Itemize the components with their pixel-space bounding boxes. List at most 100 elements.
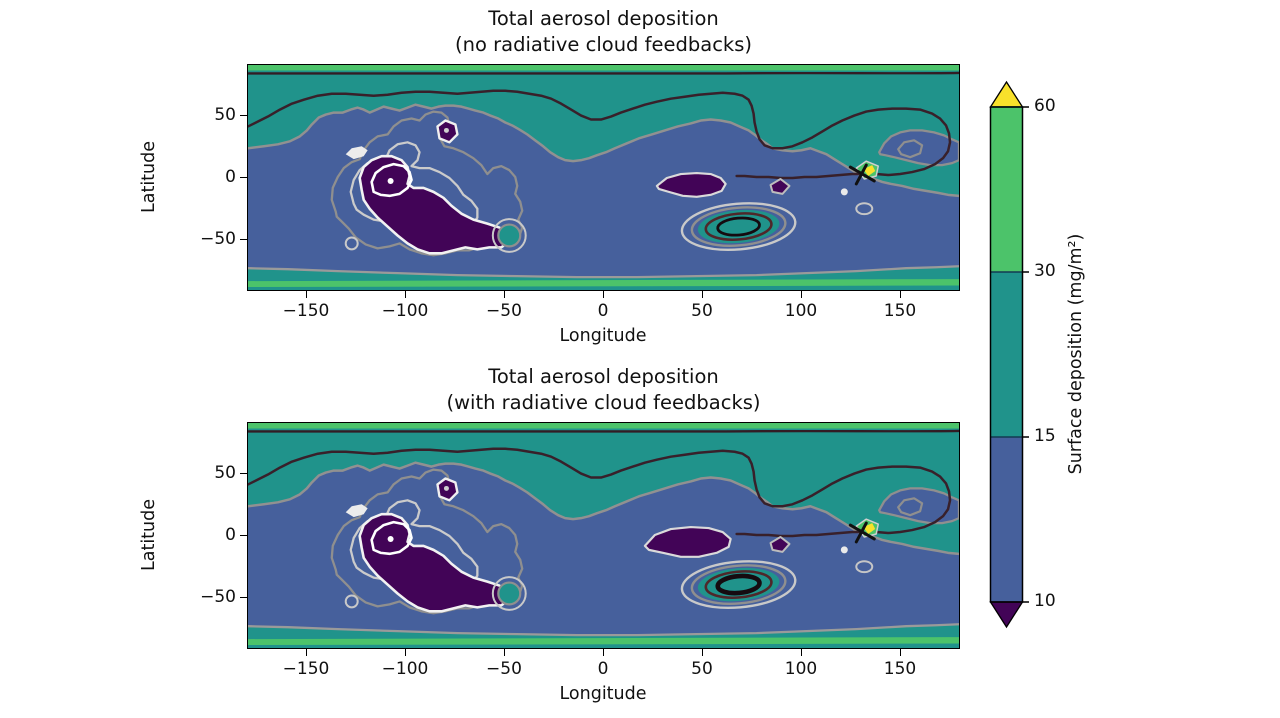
x-tick (602, 291, 605, 298)
colorbar-tick-label: 10 (1034, 591, 1056, 611)
x-tick (899, 291, 902, 298)
colorbar-seg-30-60 (990, 107, 1023, 272)
contour-ring (344, 236, 359, 251)
eruption-marker-icon (848, 163, 876, 186)
x-tick-label: −100 (381, 301, 429, 321)
fill-under-10-streak (643, 525, 732, 558)
x-tick (305, 649, 308, 656)
y-tick-label: 0 (225, 167, 236, 187)
fill-under-10-spot (769, 535, 791, 553)
x-tick (800, 649, 803, 656)
colorbar-tick-label: 60 (1034, 96, 1056, 116)
contour-15-line-south (248, 623, 959, 637)
contour-white-streak (345, 504, 368, 518)
contour-15-line-south (248, 265, 959, 279)
contour-map-canvas (248, 65, 959, 290)
blue-pocket-northeast (878, 129, 959, 167)
contour-minimum-dot (443, 485, 449, 491)
contour-ring (855, 560, 874, 574)
ringed-maximum (680, 560, 797, 609)
contour-ring (897, 139, 924, 159)
contour-map-canvas (248, 423, 959, 648)
contour-map-with-feedbacks (247, 422, 960, 649)
x-tick (800, 291, 803, 298)
y-tick-label: 0 (225, 525, 236, 545)
x-tick-label: 150 (883, 659, 917, 679)
x-tick-label: 0 (597, 659, 609, 679)
contour-minimum-dot (387, 177, 394, 184)
colorbar-seg-15-30 (990, 272, 1023, 437)
x-tick-label: 0 (597, 301, 609, 321)
subplot-a-title: Total aerosol deposition (no radiative c… (247, 6, 960, 58)
x-tick (602, 649, 605, 656)
subplot-b-title: Total aerosol deposition (with radiative… (247, 364, 960, 416)
colorbar-under-arrow (989, 601, 1024, 629)
y-axis-label-b: Latitude (139, 498, 159, 572)
contour-white-streak (345, 146, 368, 160)
y-tick (240, 176, 247, 179)
contour-30-line-north (248, 71, 959, 75)
y-tick (240, 238, 247, 241)
injection-site (848, 160, 879, 186)
subplot-a-title-line1: Total aerosol deposition (488, 7, 719, 30)
contour-ring (370, 162, 413, 198)
y-tick (240, 534, 247, 537)
x-tick (305, 291, 308, 298)
contour-dot (840, 188, 848, 196)
contour-15-line (248, 461, 959, 556)
x-tick-label: 50 (691, 659, 713, 679)
x-tick (701, 649, 704, 656)
teal-spot (491, 218, 527, 253)
injection-site (848, 518, 879, 544)
contour-ring (855, 202, 874, 216)
colorbar-over-arrow (989, 80, 1024, 108)
x-tick (899, 649, 902, 656)
x-axis-label-b: Longitude (559, 684, 647, 704)
y-tick (240, 596, 247, 599)
contour-ring (344, 594, 359, 609)
contour-minimum-dot (443, 127, 449, 133)
x-tick-label: 100 (784, 301, 818, 321)
contour-ring (897, 497, 924, 517)
subplot-b-title-line1: Total aerosol deposition (488, 365, 719, 388)
x-tick (404, 649, 407, 656)
y-tick-label: −50 (200, 229, 236, 249)
colorbar-label: Surface deposition (mg/m²) (1066, 233, 1086, 475)
y-tick-label: 50 (214, 105, 236, 125)
fill-30-60-south-band (248, 279, 959, 288)
contour-30-line-meander (248, 89, 952, 180)
colorbar-tick-label: 15 (1034, 426, 1056, 446)
contour-ring (330, 468, 524, 615)
eruption-marker-icon (848, 521, 876, 544)
x-tick-label: −150 (282, 659, 330, 679)
x-axis-label-a: Longitude (559, 326, 647, 346)
x-tick-label: −50 (486, 301, 522, 321)
ringed-maximum (680, 202, 797, 251)
fill-30-60-north-band (248, 65, 959, 71)
y-axis-label-a: Latitude (139, 140, 159, 214)
colorbar-seg-10-15 (990, 437, 1023, 602)
contour-minimum-dot (387, 535, 394, 542)
y-tick-label: −50 (200, 587, 236, 607)
fill-under-10-streak (655, 171, 727, 198)
fill-30-60-north-band (248, 423, 959, 429)
colorbar-outline (989, 106, 1024, 603)
x-tick-label: −50 (486, 659, 522, 679)
x-tick (701, 291, 704, 298)
contour-dot (840, 546, 848, 554)
contour-ring (370, 520, 413, 556)
y-tick (240, 472, 247, 475)
teal-spot (491, 576, 527, 611)
colorbar-tick-label: 30 (1034, 261, 1056, 281)
x-tick (503, 649, 506, 656)
subplot-b-title-line2: (with radiative cloud feedbacks) (446, 391, 761, 414)
x-tick-label: 50 (691, 301, 713, 321)
colorbar (989, 80, 1029, 629)
contour-30-line-meander (248, 447, 952, 538)
fill-under-10-spot (769, 177, 791, 195)
subplot-a-title-line2: (no radiative cloud feedbacks) (455, 33, 752, 56)
x-tick-label: 150 (883, 301, 917, 321)
contour-30-line-north (248, 429, 959, 433)
y-tick (240, 114, 247, 117)
